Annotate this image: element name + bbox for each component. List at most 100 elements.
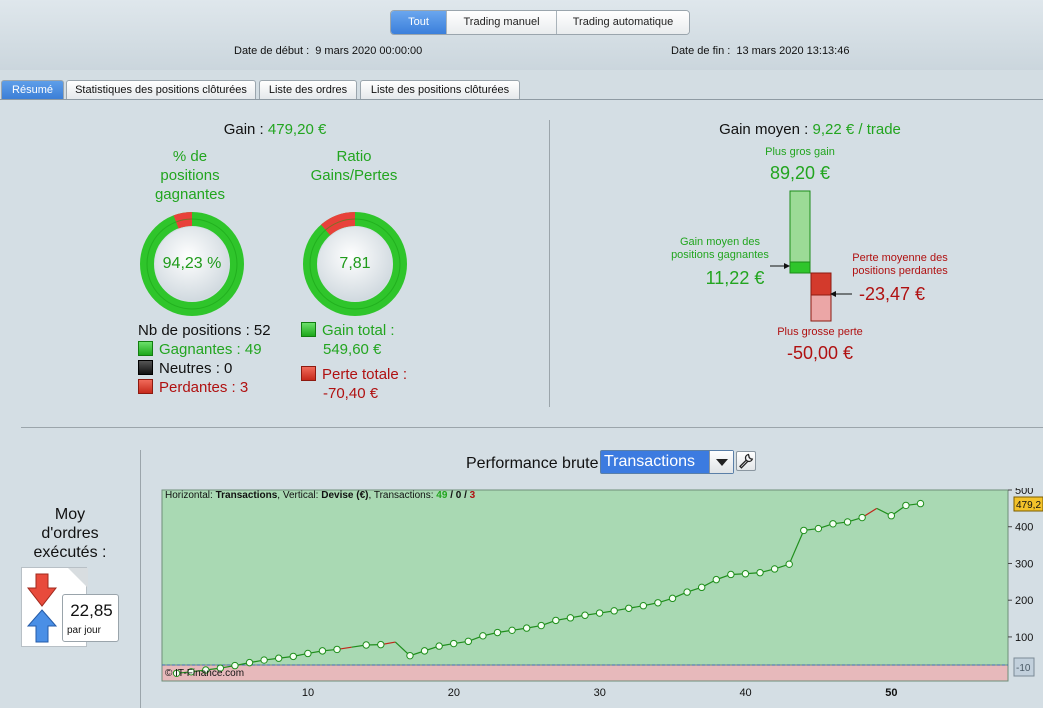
- chart-point: [697, 583, 706, 592]
- chart-point: [435, 642, 443, 650]
- chart-point: [829, 520, 837, 528]
- chart-point: [304, 649, 312, 658]
- nb-positions: Nb de positions : 52: [138, 322, 271, 339]
- perdantes-text: Perdantes : 3: [159, 379, 249, 396]
- chart-x-tick-label: 50: [885, 687, 897, 699]
- performance-chart: 10 20 30 40 50 100 200 300 400 500 479,2 -10: [161, 488, 1043, 699]
- mode-trading-manuel-button[interactable]: Trading manuel: [447, 11, 557, 34]
- start-date: Date de début : 9 mars 2020 00:00:00: [234, 45, 422, 57]
- perte-moyenne-arrow-icon: [830, 291, 852, 297]
- chart-point: [858, 513, 866, 522]
- chart-point: [785, 560, 793, 568]
- chart-point: [245, 658, 254, 667]
- perte-moyenne-label-line1: Perte moyenne des: [852, 252, 948, 264]
- plus-gros-gain-label: Plus gros gain: [765, 146, 835, 158]
- chart-point: [260, 656, 268, 664]
- chart-point: [420, 647, 429, 655]
- tab-divider: [0, 99, 1043, 100]
- perte-totale-label: Perte totale :: [322, 366, 408, 383]
- performance-brute-label: Performance brute: [466, 455, 599, 472]
- gagnantes-legend: Gagnantes : 49: [138, 340, 262, 359]
- chart-x-tick-label: 40: [739, 687, 751, 699]
- chart-point: [362, 641, 370, 649]
- winrate-ring: 94,23 %: [140, 212, 244, 316]
- tab-liste-positions-cloturees[interactable]: Liste des positions clôturées: [360, 80, 520, 100]
- start-date-value: 9 mars 2020 00:00:00: [315, 45, 423, 57]
- chart-x-tick-label: 30: [594, 687, 606, 699]
- chart-point: [654, 599, 662, 607]
- winrate-value: 94,23 %: [162, 255, 222, 272]
- info-wins: 49: [436, 490, 448, 501]
- select-arrow[interactable]: [709, 451, 733, 473]
- current-value-tag: 479,2: [1016, 500, 1041, 511]
- ratio-ring: 7,81: [303, 212, 407, 316]
- tab-statistiques-positions-cloturees[interactable]: Statistiques des positions clôturées: [66, 80, 256, 100]
- chart-point: [683, 588, 691, 596]
- chart-point: [668, 594, 677, 603]
- chart-point: [595, 609, 604, 617]
- start-date-label: Date de début :: [234, 45, 310, 57]
- perte-totale-legend: Perte totale :: [301, 365, 407, 384]
- winrate-title: % de positions gagnantes: [130, 147, 250, 204]
- chart-loss-area: [161, 664, 1009, 682]
- chart-point: [610, 607, 618, 615]
- tab-resume[interactable]: Résumé: [1, 80, 64, 100]
- chart-point: [450, 639, 458, 648]
- end-date-value: 13 mars 2020 13:13:46: [736, 45, 850, 57]
- mode-trading-automatique-button[interactable]: Trading automatique: [557, 11, 689, 34]
- chart-x-ticks: 10 20 30 40 50: [302, 687, 898, 699]
- gain-moyen-value: 9,22 € / trade: [812, 121, 901, 138]
- wrench-icon: [739, 453, 754, 469]
- chart-point: [902, 501, 910, 510]
- end-date-label: Date de fin :: [671, 45, 731, 57]
- info-neutral: 0: [455, 490, 462, 501]
- neutres-text: Neutres : 0: [159, 360, 233, 377]
- chart-point: [508, 626, 516, 635]
- chart-point: [202, 666, 210, 674]
- chart-point: [187, 668, 195, 676]
- ordres-title-line3: exécutés :: [33, 544, 107, 561]
- mode-tout-button[interactable]: Tout: [391, 11, 447, 34]
- chart-y-tick-label: 400: [1015, 522, 1033, 534]
- chart-point: [537, 621, 545, 630]
- ordres-value: 22,85: [70, 601, 113, 620]
- gain-moyen-label-line1: Gain moyen des: [679, 236, 761, 248]
- up-arrow-icon: [26, 609, 58, 643]
- settings-button[interactable]: [736, 451, 756, 471]
- mode-segmented-control: Tout Trading manuel Trading automatique: [390, 10, 690, 35]
- gain-bar: [789, 190, 811, 274]
- horizontal-divider: [21, 427, 1043, 428]
- performance-select-value: Transactions: [604, 453, 695, 470]
- chart-gain-segment: [788, 530, 805, 565]
- info-horizontal-value: Transactions: [215, 490, 278, 501]
- chart-point: [581, 611, 589, 619]
- gain-label: Gain :: [223, 121, 264, 138]
- chart-point: [377, 640, 385, 649]
- low-value-tag-bg: [1013, 657, 1035, 677]
- chart-y-tick-label: 200: [1015, 595, 1033, 607]
- gain-title: Gain : 479,20 €: [160, 120, 390, 139]
- ordres-title-line2: d'ordres: [41, 525, 99, 542]
- chart-x-tick-label: 20: [448, 687, 460, 699]
- chart-point: [274, 654, 283, 662]
- chart-profit-area: [161, 489, 1009, 666]
- ordres-executes-title: Moy d'ordres exécutés :: [20, 505, 120, 562]
- info-sep-2: /: [464, 490, 467, 501]
- green-swatch: [138, 341, 153, 356]
- ordres-value-card: 22,85 par jour: [62, 594, 119, 642]
- vertical-divider: [549, 120, 550, 407]
- chart-point: [625, 604, 633, 612]
- gain-moyen-bar: [789, 261, 811, 274]
- ratio-title: Ratio Gains/Pertes: [294, 147, 414, 185]
- tab-liste-des-ordres[interactable]: Liste des ordres: [259, 80, 357, 100]
- winrate-title-line3: gagnantes: [154, 186, 226, 203]
- chart-point: [712, 575, 720, 584]
- black-swatch: [138, 360, 153, 375]
- chart-point: [172, 669, 181, 677]
- perte-moyenne-value: -23,47 €: [858, 284, 926, 304]
- plus-grosse-perte-label: Plus grosse perte: [777, 326, 863, 338]
- chart-y-tick-label: 100: [1015, 632, 1033, 644]
- chart-point: [522, 624, 531, 632]
- performance-select[interactable]: Transactions: [600, 450, 734, 474]
- chart-point: [814, 524, 823, 533]
